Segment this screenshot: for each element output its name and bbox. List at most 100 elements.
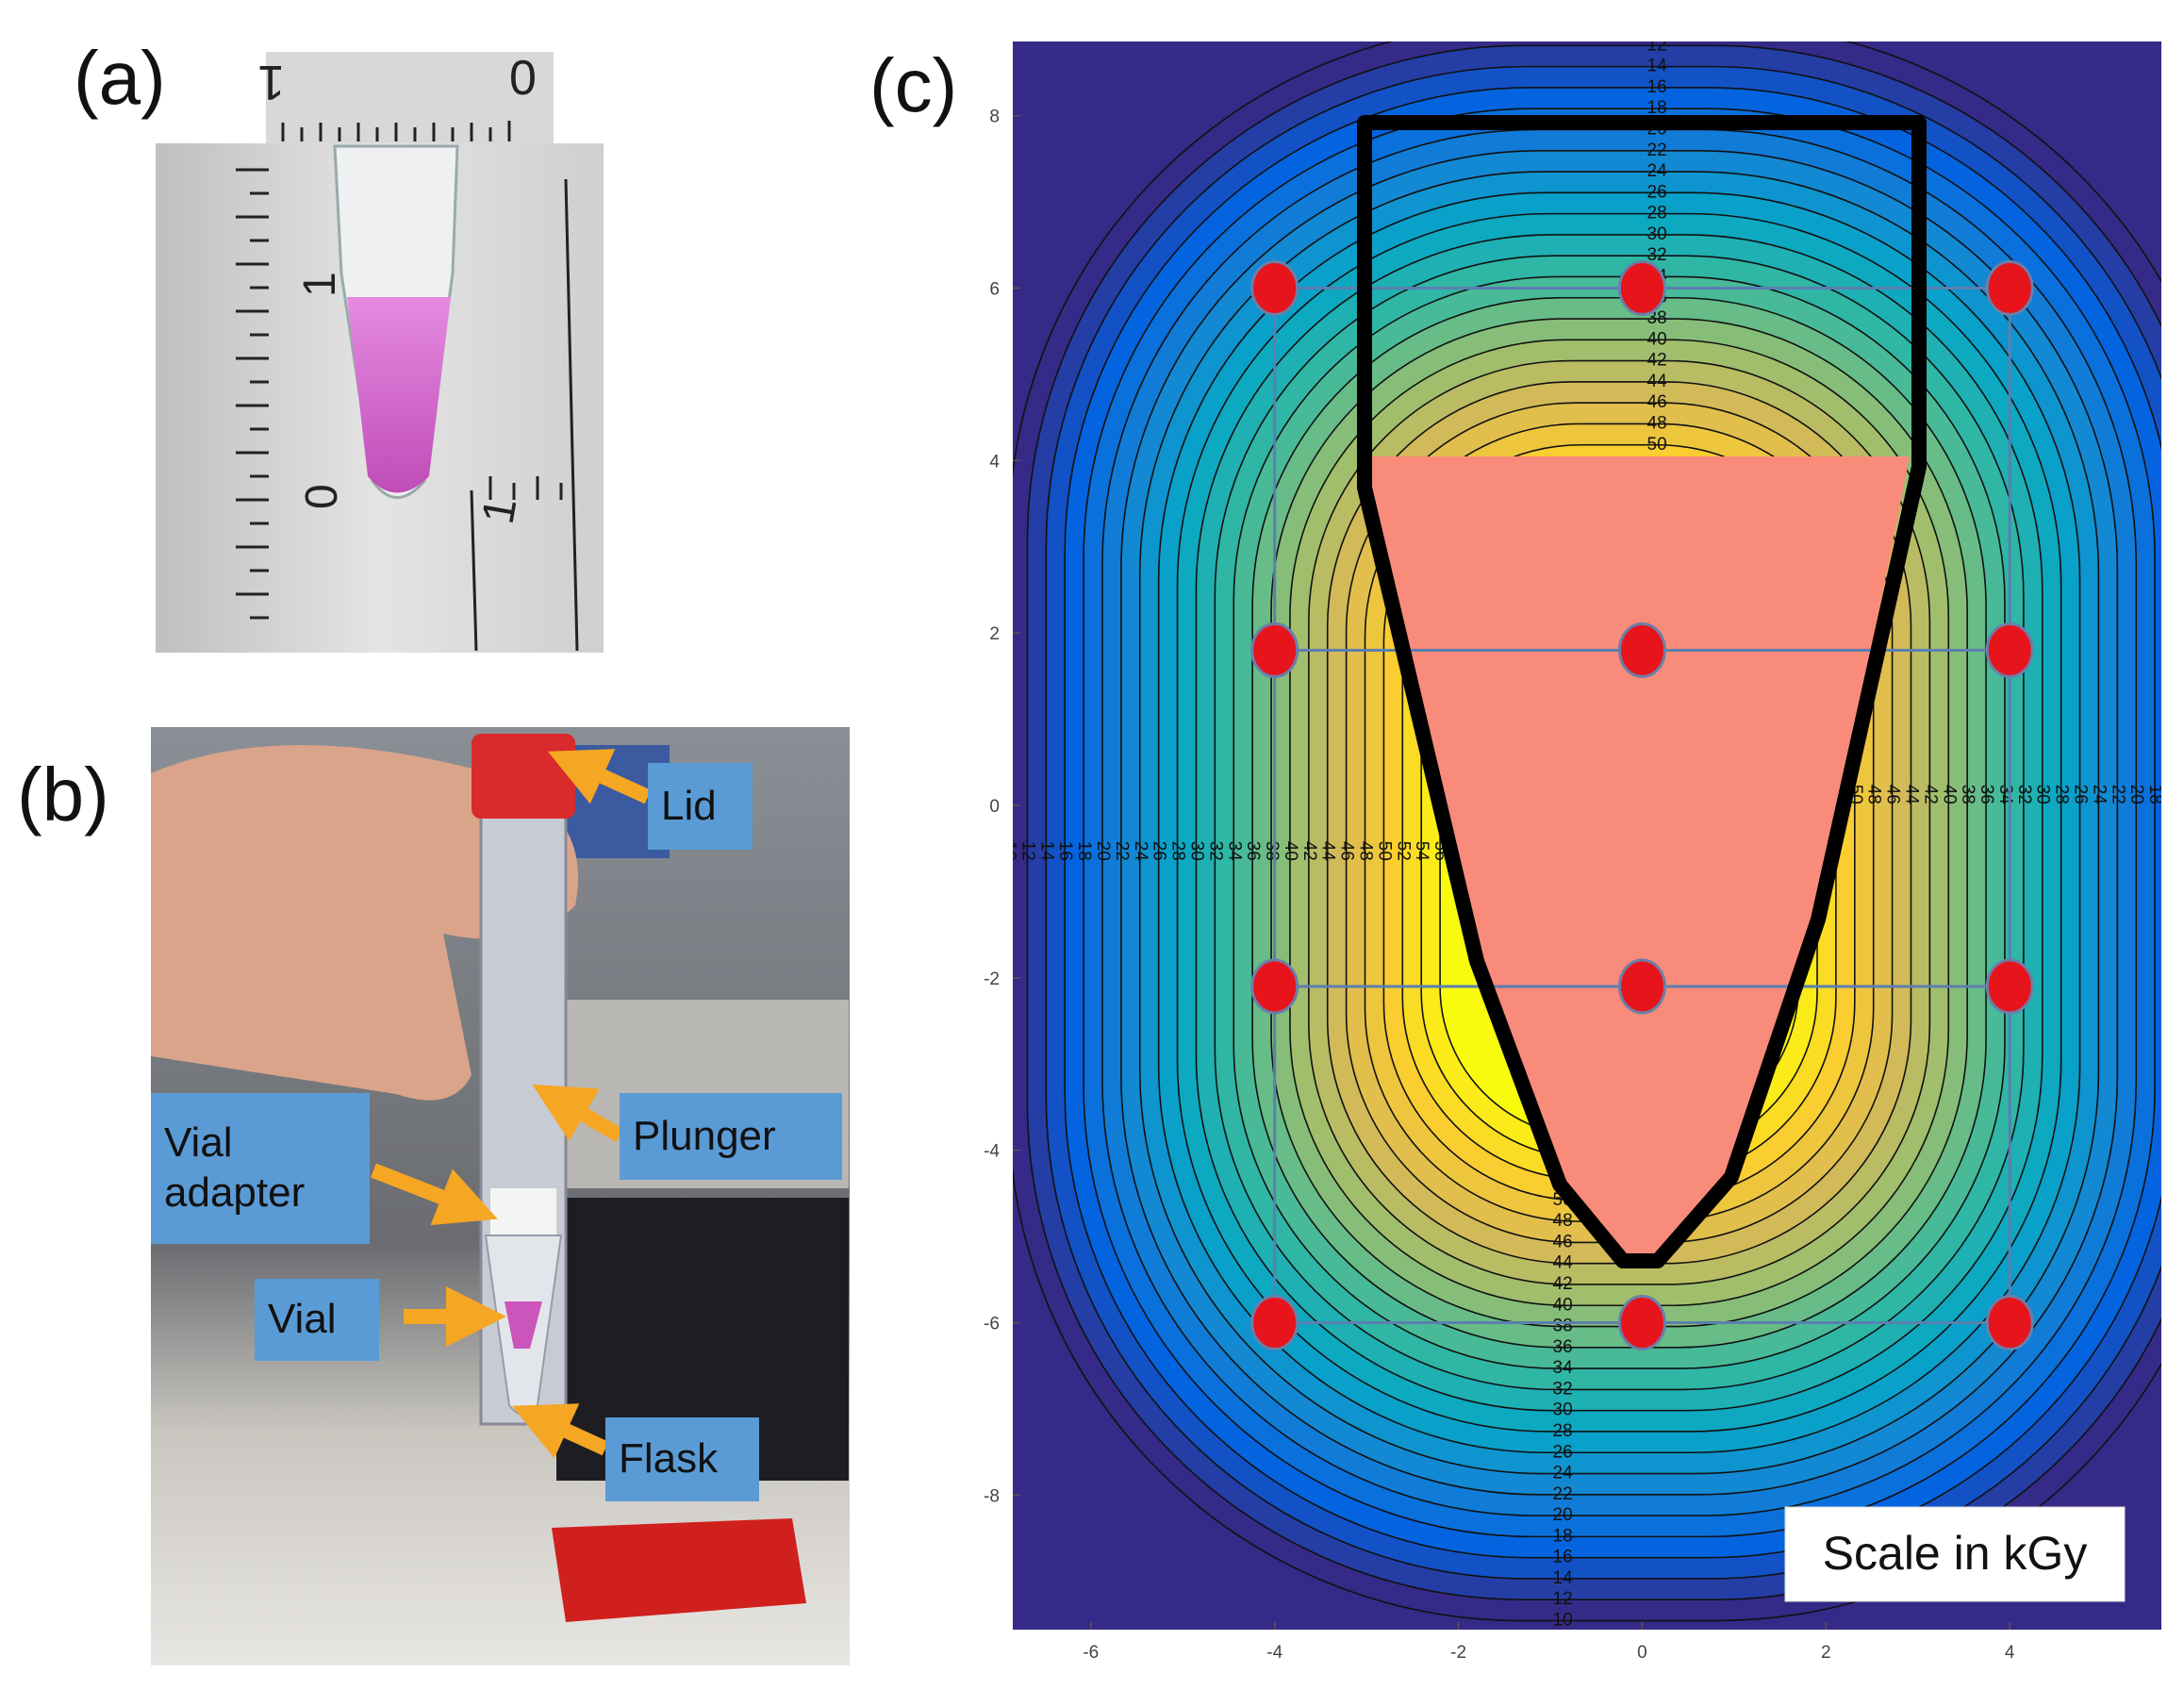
y-tick-label: -8 bbox=[984, 1486, 1000, 1506]
x-tick-label: 4 bbox=[2005, 1643, 2015, 1663]
contour-label: 12 bbox=[1018, 841, 1037, 861]
contour-label: 22 bbox=[1647, 141, 1667, 160]
y-tick-label: 4 bbox=[989, 452, 1000, 472]
y-tick-label: -6 bbox=[984, 1315, 1000, 1334]
panel-label: (c) bbox=[869, 43, 957, 127]
contour-label: 28 bbox=[1168, 841, 1188, 861]
x-tick-label: 0 bbox=[1637, 1643, 1647, 1663]
contour-label: 34 bbox=[1995, 785, 2015, 805]
contour-label: 44 bbox=[1553, 1253, 1574, 1273]
contour-label: 18 bbox=[1647, 98, 1667, 118]
dosimeter bbox=[1250, 259, 1299, 316]
dosimeter bbox=[1985, 621, 2034, 678]
contour-label: 26 bbox=[2071, 785, 2091, 804]
callout: Vial adapter bbox=[151, 1093, 370, 1244]
contour-label: 38 bbox=[1262, 841, 1282, 861]
y-tick-label: 2 bbox=[989, 624, 1000, 644]
ruler-label: 1 bbox=[257, 55, 285, 109]
contour-label: 16 bbox=[1647, 77, 1667, 97]
contour-label: 26 bbox=[1553, 1442, 1573, 1462]
contour-label: 46 bbox=[1553, 1232, 1573, 1251]
dosimeter bbox=[1617, 259, 1666, 316]
photo-a: 1 0 1 0 1 bbox=[156, 51, 604, 653]
contour-label: 14 bbox=[1647, 57, 1668, 76]
contour-label: 16 bbox=[2164, 785, 2184, 804]
dosimeter bbox=[1250, 1295, 1299, 1351]
contour-label: 48 bbox=[1864, 785, 1884, 804]
contour-label: 24 bbox=[1131, 841, 1150, 862]
panel-label: (b) bbox=[17, 753, 109, 837]
y-tick-label: 8 bbox=[989, 108, 1000, 127]
contour-label: 10 bbox=[1647, 14, 1667, 34]
contour-label: 42 bbox=[1299, 841, 1319, 861]
contour-label: 24 bbox=[1647, 161, 1668, 181]
contour-label: 36 bbox=[1977, 785, 1996, 804]
dosimeter bbox=[1617, 621, 1666, 678]
ruler-label: 0 bbox=[297, 484, 347, 509]
callout: Lid bbox=[648, 763, 753, 850]
contour-label: 18 bbox=[1074, 841, 1094, 861]
contour-label: 52 bbox=[1393, 841, 1413, 861]
contour-label: 20 bbox=[1553, 1505, 1573, 1525]
annotation: Scale in kGy bbox=[1823, 1527, 2088, 1580]
contour-label: 40 bbox=[1647, 329, 1667, 349]
contour-label: 40 bbox=[1939, 785, 1959, 804]
contour-label: 14 bbox=[1036, 841, 1056, 862]
contour-label: 54 bbox=[1412, 841, 1431, 862]
y-tick-label: 6 bbox=[989, 279, 1000, 299]
contour-label: 32 bbox=[1205, 841, 1225, 861]
dosimeter bbox=[1985, 958, 2034, 1015]
contour-label: 30 bbox=[2033, 785, 2053, 804]
x-tick-label: 2 bbox=[1821, 1643, 1831, 1663]
contour-label: 30 bbox=[1647, 224, 1667, 244]
y-tick-label: -4 bbox=[984, 1142, 1000, 1162]
contour-label: 28 bbox=[1553, 1421, 1573, 1441]
contour-label: 20 bbox=[1093, 841, 1113, 861]
dosimeters bbox=[1250, 259, 2034, 1351]
contour-label: 12 bbox=[1647, 35, 1667, 55]
contour-label: 36 bbox=[1243, 841, 1263, 861]
contour-label: 32 bbox=[1553, 1379, 1573, 1399]
contour-label: 44 bbox=[1318, 841, 1338, 862]
callout: Flask bbox=[605, 1417, 759, 1501]
callout: Plunger bbox=[620, 1093, 842, 1180]
contour-label: 32 bbox=[1647, 245, 1667, 265]
x-tick-label: -2 bbox=[1450, 1643, 1466, 1663]
contour-label: 26 bbox=[1150, 841, 1169, 861]
contour-label: 48 bbox=[1647, 413, 1667, 433]
contour-label: 22 bbox=[2108, 785, 2127, 804]
contour-label: 30 bbox=[1186, 841, 1206, 861]
contour-label: 46 bbox=[1337, 841, 1357, 861]
panel-label: (a) bbox=[74, 36, 166, 120]
dosimeter bbox=[1617, 1295, 1666, 1351]
ruler-label: 0 bbox=[509, 51, 537, 106]
contour-label: 38 bbox=[1958, 785, 1977, 804]
dosimeter bbox=[1617, 958, 1666, 1015]
contour-label: 16 bbox=[1553, 1548, 1573, 1567]
contour-label: 12 bbox=[1553, 1589, 1573, 1609]
contour-label: 10 bbox=[1553, 1611, 1573, 1631]
contour-label: 24 bbox=[2089, 785, 2109, 805]
contour-label: 32 bbox=[2014, 785, 2034, 804]
contour-label: 26 bbox=[1647, 182, 1667, 202]
contour-label: 46 bbox=[1647, 392, 1667, 412]
contour-label: 48 bbox=[1553, 1211, 1573, 1231]
dosimeter bbox=[1985, 1295, 2034, 1351]
contour-label: 30 bbox=[1553, 1400, 1573, 1420]
contour-label: 28 bbox=[1647, 204, 1667, 224]
y-tick-label: -2 bbox=[984, 969, 1000, 989]
ruler-label: 1 bbox=[295, 272, 345, 297]
annotation-box bbox=[1784, 1506, 2126, 1602]
contour-label: 48 bbox=[1356, 841, 1376, 861]
sample-outline bbox=[1357, 115, 1927, 1268]
contour-label: 16 bbox=[1055, 841, 1075, 861]
highlight-region bbox=[1365, 456, 1910, 1261]
contour-label: 18 bbox=[2145, 785, 2165, 804]
contour-label: 40 bbox=[1553, 1295, 1573, 1315]
contour-label: 42 bbox=[1920, 785, 1940, 804]
callout: Vial bbox=[255, 1279, 379, 1361]
contour-label: 50 bbox=[1647, 435, 1667, 455]
contour-label: 42 bbox=[1647, 351, 1667, 371]
